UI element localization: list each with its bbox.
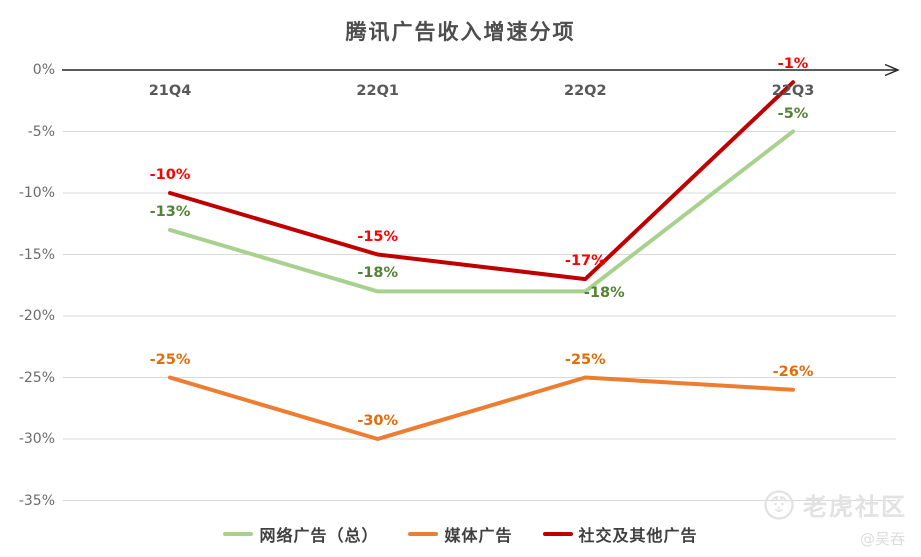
data-label-0: -18% — [583, 285, 625, 302]
y-tick-label: -10% — [18, 185, 55, 201]
data-label-0: -13% — [149, 203, 191, 220]
y-tick-label: -30% — [18, 431, 55, 447]
y-tick-label: 0% — [32, 62, 55, 78]
watermark-handle: @吴吞 — [859, 530, 905, 548]
x-axis-arrow-icon — [884, 63, 900, 77]
y-tick-label: -15% — [18, 246, 55, 263]
category-label: 22Q3 — [771, 83, 815, 99]
legend-label: 媒体广告 — [444, 526, 513, 545]
data-label-1: -25% — [564, 351, 606, 368]
legend-swatch-icon — [408, 532, 439, 536]
y-tick-label: -35% — [18, 492, 55, 509]
series-line-1 — [168, 375, 795, 441]
series-line-0 — [168, 129, 795, 294]
legend-swatch-icon — [542, 532, 573, 536]
legend-item-0: 网络广告（总） — [223, 522, 378, 546]
legend-label: 网络广告（总） — [259, 526, 379, 545]
y-tick-label: -25% — [18, 369, 55, 386]
data-label-1: -25% — [149, 351, 191, 368]
watermark-brand: 老虎社区 — [803, 493, 907, 521]
legend-swatch-icon — [223, 532, 254, 536]
y-tick-label: -5% — [27, 123, 55, 140]
data-label-2: -15% — [357, 228, 399, 245]
data-label-0: -18% — [357, 265, 399, 282]
y-tick-label: -20% — [18, 308, 55, 324]
watermark: 老虎社区 @吴吞 — [707, 487, 907, 549]
data-label-0: -5% — [777, 105, 809, 122]
category-label: 22Q1 — [356, 83, 399, 99]
data-label-2: -17% — [564, 253, 606, 270]
legend-item-1: 媒体广告 — [408, 522, 512, 546]
data-label-2: -10% — [149, 167, 191, 183]
legend-item-2: 社交及其他广告 — [542, 522, 698, 546]
series-line-2 — [168, 80, 795, 282]
data-label-1: -30% — [357, 413, 399, 429]
legend-label: 社交及其他广告 — [578, 526, 698, 545]
chart-title: 腾讯广告收入增速分项 — [345, 19, 576, 44]
data-label-1: -26% — [772, 363, 814, 380]
data-label-2: -1% — [777, 56, 809, 73]
category-label: 22Q2 — [564, 83, 607, 99]
tiger-icon — [764, 489, 794, 520]
legend: 网络广告（总） 媒体广告 社交及其他广告 — [0, 521, 921, 547]
category-label: 21Q4 — [148, 83, 192, 99]
